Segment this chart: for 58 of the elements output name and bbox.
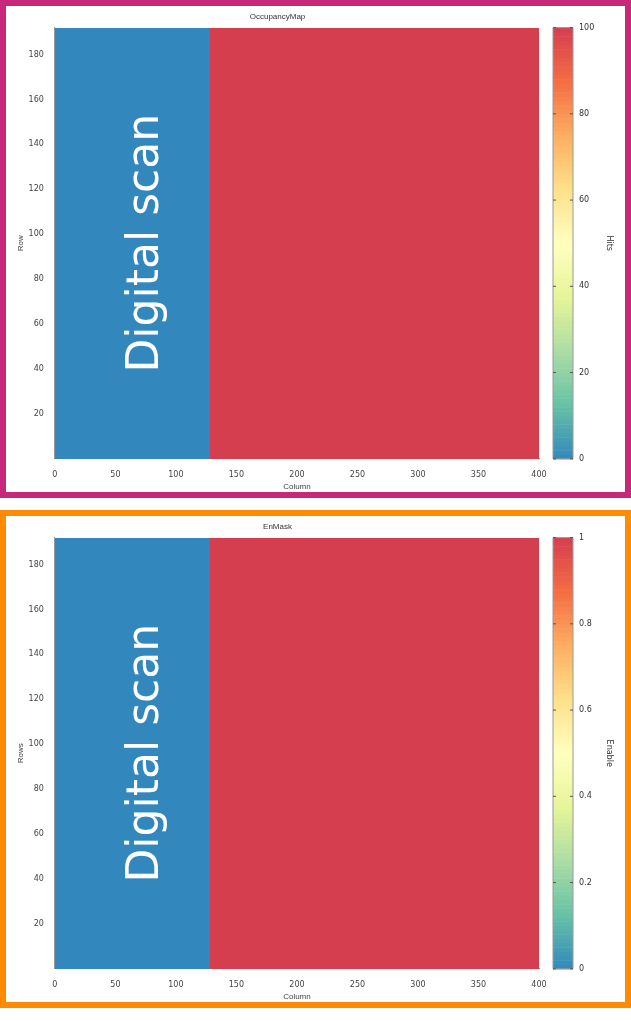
color-bar-label: 0.4 [579, 791, 592, 801]
color-bar-label: 0 [579, 963, 585, 973]
y-tick-label: 80 [33, 274, 44, 284]
y-tick-label: 60 [33, 319, 44, 329]
color-bar-label: 0.6 [579, 705, 592, 715]
x-tick-label: 350 [470, 979, 487, 989]
y-tick-label: 160 [28, 94, 44, 104]
x-tick-label: 200 [289, 979, 305, 989]
color-bar-label: 20 [579, 367, 590, 377]
x-tick-label: 250 [349, 469, 366, 479]
y-tick-label: 20 [33, 408, 44, 418]
y-tick-label: 20 [33, 918, 44, 928]
y-tick-label: 120 [28, 694, 44, 704]
x-axis-title: Column [283, 992, 311, 1002]
y-tick-label: 40 [33, 364, 44, 374]
chart-title: OccupancyMap [249, 12, 306, 21]
x-tick-label: 400 [531, 469, 547, 479]
x-tick-label: 50 [110, 469, 121, 479]
color-bar-label: 0.2 [579, 877, 592, 887]
color-bar-title: Hits [604, 235, 614, 251]
annotation: Digital scan [117, 623, 169, 883]
x-tick-label: 200 [289, 469, 305, 479]
chart-title: EnMask [263, 522, 293, 531]
x-tick-label: 150 [228, 469, 245, 479]
y-tick-label: 160 [28, 604, 44, 614]
x-tick-label: 350 [470, 469, 487, 479]
y-tick-label: 40 [33, 874, 44, 884]
x-tick-label: 0 [52, 979, 58, 989]
y-tick-label: 100 [28, 739, 44, 749]
y-tick-label: 60 [33, 829, 44, 839]
x-tick-label: 300 [410, 469, 426, 479]
y-axis-title: Row [16, 234, 25, 252]
y-tick-label: 180 [28, 559, 44, 569]
color-bar-label: 60 [579, 195, 590, 205]
y-tick-label: 140 [28, 649, 44, 659]
x-axis-title: Column [283, 482, 311, 492]
x-tick-label: 0 [52, 469, 58, 479]
x-tick-label: 150 [228, 979, 245, 989]
y-tick-label: 180 [28, 49, 44, 59]
x-tick-label: 100 [168, 979, 184, 989]
color-bar-label: 1 [579, 532, 585, 542]
x-tick-label: 100 [168, 469, 184, 479]
y-axis-title: Rows [16, 743, 25, 764]
y-tick-label: 80 [33, 784, 44, 794]
x-tick-label: 300 [410, 979, 426, 989]
color-bar-title: Enable [604, 739, 614, 767]
x-tick-label: 250 [349, 979, 366, 989]
y-tick-label: 120 [28, 184, 44, 194]
x-tick-label: 400 [531, 979, 547, 989]
color-bar-label: 100 [579, 22, 595, 32]
color-bar-label: 0.8 [579, 618, 592, 628]
color-bar-label: 80 [579, 108, 590, 118]
y-tick-label: 100 [28, 229, 44, 239]
color-bar-label: 40 [579, 281, 590, 291]
annotation: Digital scan [117, 113, 169, 373]
y-tick-label: 140 [28, 139, 44, 149]
color-bar-label: 0 [579, 453, 585, 463]
x-tick-label: 50 [110, 979, 121, 989]
